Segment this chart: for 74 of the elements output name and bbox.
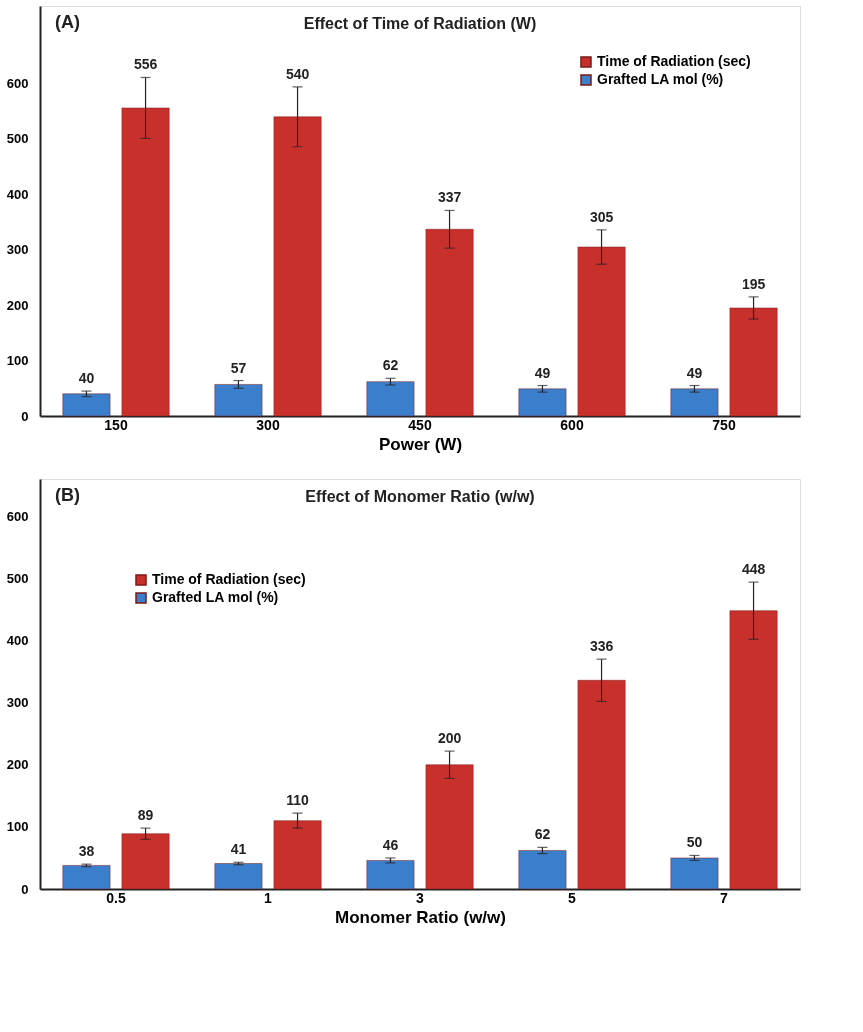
data-label: 200 [437, 730, 462, 747]
x-axis-title: Monomer Ratio (w/w) [335, 907, 506, 927]
bar [366, 381, 415, 417]
y-tick-label: 400 [6, 186, 29, 202]
bar [425, 229, 474, 417]
bar [62, 865, 111, 890]
bar [214, 863, 263, 890]
x-tick-label: 5 [568, 889, 577, 906]
data-label: 195 [741, 275, 766, 292]
y-tick-label: 500 [6, 131, 29, 147]
annotation: (A) [55, 12, 80, 32]
y-tick-label: 500 [6, 570, 29, 586]
y-tick-label: 400 [6, 633, 29, 649]
bar [273, 820, 322, 890]
bar [518, 850, 567, 890]
x-tick-label: 0.5 [106, 889, 126, 906]
y-tick-label: 600 [6, 508, 29, 524]
legend-label: Time of Radiation (sec) [152, 571, 306, 587]
data-label: 40 [78, 370, 95, 387]
annotation: (B) [55, 485, 80, 505]
bar [121, 833, 170, 890]
text: Effect of Time of Radiation (W) [303, 15, 537, 32]
x-tick-label: 7 [720, 889, 729, 906]
data-label: 336 [589, 638, 614, 655]
data-label: 305 [589, 208, 614, 225]
legend-label: Grafted LA mol (%) [597, 71, 724, 87]
y-tick-label: 300 [6, 242, 29, 258]
data-label: 556 [133, 56, 158, 73]
y-tick-label: 100 [6, 353, 29, 369]
y-tick-label: 0 [21, 881, 29, 897]
bar [366, 860, 415, 890]
data-label: 38 [78, 843, 95, 860]
x-tick-label: 150 [104, 416, 128, 433]
data-label: 62 [382, 357, 399, 374]
data-label: 110 [286, 792, 310, 809]
bar [121, 107, 170, 417]
bar [518, 388, 567, 417]
data-label: 57 [230, 359, 247, 376]
data-label: 337 [437, 189, 462, 206]
x-tick-label: 450 [408, 416, 432, 433]
x-tick-label: 300 [256, 416, 280, 433]
bar [214, 384, 263, 417]
x-tick-label: 1 [264, 889, 273, 906]
x-axis-title: Power (W) [378, 434, 463, 454]
data-label: 49 [686, 364, 703, 381]
data-label: 62 [534, 826, 551, 843]
bar [273, 116, 322, 417]
legend-label: Time of Radiation (sec) [597, 53, 751, 69]
x-tick-label: 600 [560, 416, 584, 433]
data-label: 89 [137, 807, 154, 824]
y-tick-label: 300 [6, 695, 29, 711]
bar [670, 857, 719, 890]
data-label: 540 [285, 65, 310, 82]
x-tick-label: 3 [416, 889, 425, 906]
legend-label: Grafted LA mol (%) [152, 589, 279, 605]
y-tick-label: 200 [6, 297, 29, 313]
y-tick-label: 600 [6, 76, 29, 92]
y-tick-label: 100 [6, 819, 29, 835]
bar [729, 307, 778, 417]
data-label: 49 [534, 364, 551, 381]
text: Effect of Monomer Ratio (w/w) [305, 488, 535, 505]
bar [577, 246, 626, 417]
data-label: 41 [230, 841, 247, 858]
bar [425, 764, 474, 890]
x-tick-label: 750 [712, 416, 736, 433]
data-label: 50 [686, 834, 703, 851]
y-tick-label: 200 [6, 757, 29, 773]
data-label: 46 [382, 836, 399, 853]
bar [577, 680, 626, 890]
data-label: 448 [741, 561, 766, 578]
bar [670, 388, 719, 417]
bar [729, 610, 778, 890]
y-tick-label: 0 [21, 408, 29, 424]
bar [62, 393, 111, 417]
